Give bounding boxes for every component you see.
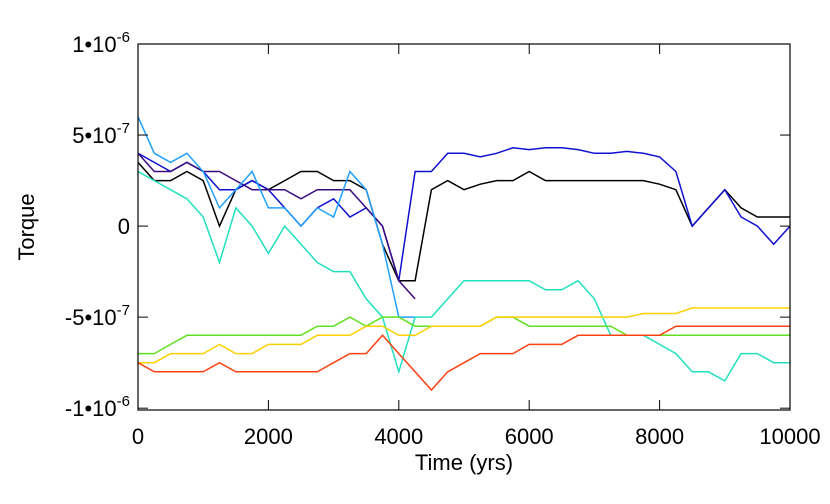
y-tick-exponent: -7 xyxy=(117,302,130,319)
series-line xyxy=(138,325,790,392)
y-tick-exponent: -7 xyxy=(117,120,130,137)
y-tick-label: -5•10-7 xyxy=(65,302,130,330)
x-tick-label: 6000 xyxy=(505,424,554,449)
y-tick-mantissa: -1•10 xyxy=(65,396,117,421)
series-line xyxy=(138,116,416,318)
y-tick-mantissa: 1•10 xyxy=(72,32,116,57)
y-tick-label: 1•10-6 xyxy=(72,29,130,57)
plot-frame xyxy=(137,43,791,411)
x-tick-label: 2000 xyxy=(244,424,293,449)
series-line xyxy=(138,152,416,300)
plot-lines xyxy=(138,116,790,392)
y-tick-mantissa: -5•10 xyxy=(65,305,117,330)
x-tick-label: 0 xyxy=(132,424,144,449)
series-line xyxy=(138,316,790,355)
x-tick-label: 4000 xyxy=(374,424,423,449)
y-tick-label: 5•10-7 xyxy=(72,120,130,148)
series-line xyxy=(138,170,790,382)
y-tick-exponent: -6 xyxy=(117,29,130,46)
y-tick-label: 0 xyxy=(118,214,130,239)
y-tick-exponent: -6 xyxy=(117,393,130,410)
series-line xyxy=(138,307,790,364)
y-axis-label: Torque xyxy=(14,193,39,260)
x-tick-label: 8000 xyxy=(635,424,684,449)
series-line xyxy=(138,147,790,281)
y-tick-mantissa: 5•10 xyxy=(72,123,116,148)
x-tick-label: 10000 xyxy=(759,424,820,449)
y-tick-label: -1•10-6 xyxy=(65,393,130,421)
x-axis-label: Time (yrs) xyxy=(415,450,513,475)
